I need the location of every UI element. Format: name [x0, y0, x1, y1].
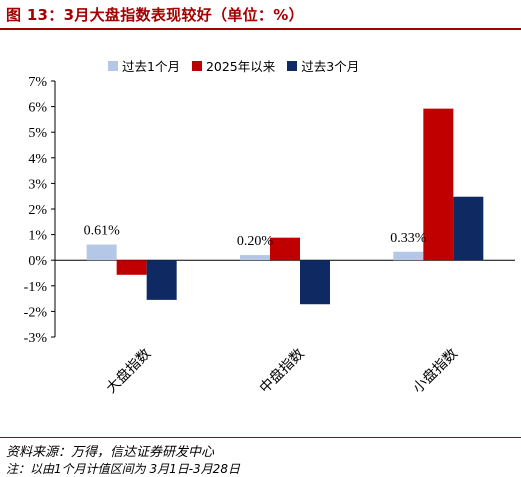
legend-swatch-ytd	[191, 60, 202, 71]
bar-3m	[453, 196, 484, 261]
bar-ytd	[270, 237, 300, 261]
legend-label-ytd: 2025年以来	[205, 59, 276, 74]
y-tick-label: -1%	[24, 280, 48, 295]
category-label: 中盘指数	[256, 345, 308, 397]
y-tick-label: 1%	[28, 229, 47, 244]
y-tick-label: 7%	[28, 75, 47, 90]
category-label: 小盘指数	[409, 345, 461, 397]
source-note: 资料来源：万得，信达证券研发中心	[6, 445, 215, 460]
bar-3m	[300, 260, 330, 305]
y-tick-label: -3%	[24, 331, 48, 346]
bar-1m	[86, 244, 117, 261]
category-label: 大盘指数	[103, 345, 155, 397]
legend-swatch-3m	[287, 60, 298, 71]
footnote: 注：以由1个月计值区间为 3月1日-3月28日	[6, 462, 240, 476]
bar-1m	[240, 255, 270, 261]
y-tick-label: 5%	[28, 126, 47, 141]
legend-label-1m: 过去1个月	[122, 59, 180, 74]
legend-item-1m: 过去1个月	[108, 56, 180, 75]
y-tick-label: -2%	[24, 305, 48, 320]
data-label: 0.33%	[390, 231, 427, 246]
y-tick-label: 0%	[28, 254, 47, 269]
y-tick-label: 6%	[28, 101, 47, 116]
figure-title: 图 13：3月大盘指数表现较好（单位：%）	[6, 6, 304, 24]
y-tick-label: 4%	[28, 152, 47, 167]
bar-3m	[146, 260, 177, 300]
bar-1m	[393, 251, 424, 261]
y-tick-label: 3%	[28, 177, 47, 192]
legend-item-3m: 过去3个月	[287, 56, 359, 75]
title-divider	[0, 28, 521, 30]
chart-legend: 过去1个月 2025年以来 过去3个月	[108, 56, 359, 75]
legend-label-3m: 过去3个月	[301, 59, 360, 74]
bar-ytd	[423, 108, 454, 261]
footer-divider	[0, 437, 521, 438]
data-label: 0.61%	[84, 224, 121, 239]
bar-chart: -3% -2% -1% 0% 1% 2% 3% 4% 5% 6% 7% 0.61% 大盘指数 0.20% 中…	[24, 75, 515, 397]
y-tick-label: 2%	[28, 203, 47, 218]
legend-item-ytd: 2025年以来	[191, 56, 276, 75]
data-label: 0.20%	[237, 234, 274, 249]
bar-ytd	[116, 260, 147, 275]
legend-swatch-1m	[108, 60, 118, 71]
